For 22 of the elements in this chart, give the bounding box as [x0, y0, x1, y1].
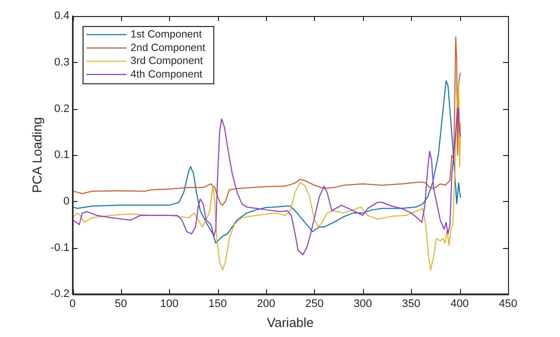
- x-tick-label: 250: [305, 298, 324, 310]
- x-tick-label: 450: [498, 298, 518, 310]
- x-tick-label: 200: [256, 298, 276, 310]
- legend-label: 1st Component: [130, 28, 202, 41]
- legend-label: 4th Component: [130, 68, 202, 80]
- y-tick-label: 0: [63, 196, 70, 208]
- y-axis-title: PCA Loading: [29, 117, 44, 194]
- x-tick-label: 300: [354, 298, 372, 310]
- x-tick-label: 350: [402, 298, 420, 310]
- y-tick-label: 0.4: [54, 10, 70, 22]
- y-tick-label: -0.2: [50, 288, 70, 300]
- y-tick-label: -0.1: [50, 242, 70, 254]
- y-tick-label: 0.1: [54, 149, 70, 162]
- x-axis-title: Variable: [266, 314, 314, 330]
- y-tick-label: 0.2: [54, 102, 70, 115]
- x-tick-label: 50: [114, 298, 128, 310]
- x-tick-label: 400: [450, 298, 469, 310]
- x-tick-label: 100: [160, 298, 178, 310]
- legend-label: 2nd Component: [130, 42, 206, 54]
- x-tick-label: 150: [208, 298, 227, 310]
- legend-label: 3rd Component: [130, 55, 204, 68]
- y-tick-label: 0.3: [54, 56, 70, 68]
